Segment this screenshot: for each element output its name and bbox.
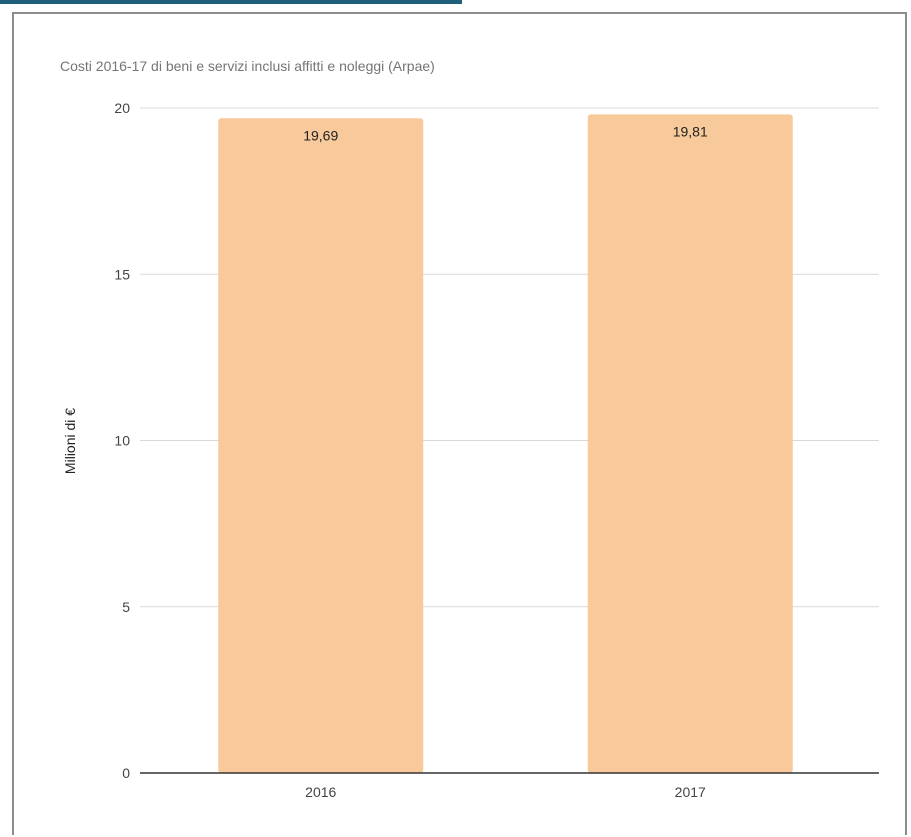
y-tick-label: 20	[114, 100, 130, 116]
chart-title: Costi 2016-17 di beni e servizi inclusi …	[60, 58, 435, 74]
bar-2016	[218, 118, 424, 774]
y-tick-label: 10	[114, 433, 130, 449]
data-label-2017: 19,81	[673, 123, 708, 139]
y-tick-labels: 0 5 10 15 20	[114, 100, 130, 781]
data-label-2016: 19,69	[303, 127, 338, 143]
y-axis-title: Milioni di €	[62, 408, 78, 474]
bars	[218, 114, 793, 774]
x-tick-label-2017: 2017	[675, 784, 706, 800]
y-tick-label: 0	[122, 765, 130, 781]
top-accent-bar	[0, 0, 462, 4]
y-tick-label: 15	[114, 266, 130, 282]
y-tick-label: 5	[122, 599, 130, 615]
bar-2017	[587, 114, 793, 773]
x-tick-label-2016: 2016	[305, 784, 336, 800]
data-labels: 19,69 19,81	[303, 123, 708, 143]
x-tick-labels: 2016 2017	[305, 784, 706, 800]
